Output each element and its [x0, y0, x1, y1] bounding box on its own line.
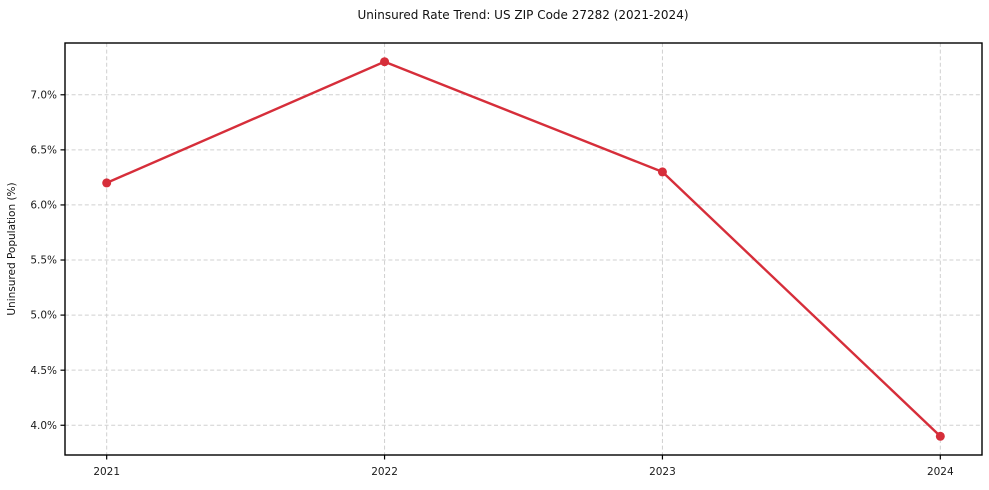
y-tick-label: 4.5%	[30, 365, 57, 377]
data-line	[105, 60, 942, 438]
x-tick-label: 2022	[371, 466, 398, 478]
x-tick-label: 2021	[93, 466, 120, 478]
y-tick-label: 5.5%	[30, 255, 57, 267]
data-point	[935, 431, 945, 441]
chart-title: Uninsured Rate Trend: US ZIP Code 27282 …	[357, 8, 688, 22]
y-tick-label: 5.0%	[30, 310, 57, 322]
data-point	[102, 178, 112, 188]
y-axis-label: Uninsured Population (%)	[6, 182, 18, 315]
y-tick-label: 4.0%	[30, 420, 57, 432]
y-tick-label: 6.0%	[30, 200, 57, 212]
plot-area: 4.0% 4.5% 5.0% 5.5% 6.0% 6.5% 7.0% 2021 2022 2023…	[30, 42, 983, 478]
x-tick-label: 2023	[649, 466, 676, 478]
x-tick-label: 2024	[927, 466, 954, 478]
axes-spine	[64, 42, 983, 456]
data-point	[380, 57, 390, 67]
y-tick-label: 6.5%	[30, 144, 57, 156]
y-tick-label: 7.0%	[30, 89, 57, 101]
data-point	[657, 167, 667, 177]
